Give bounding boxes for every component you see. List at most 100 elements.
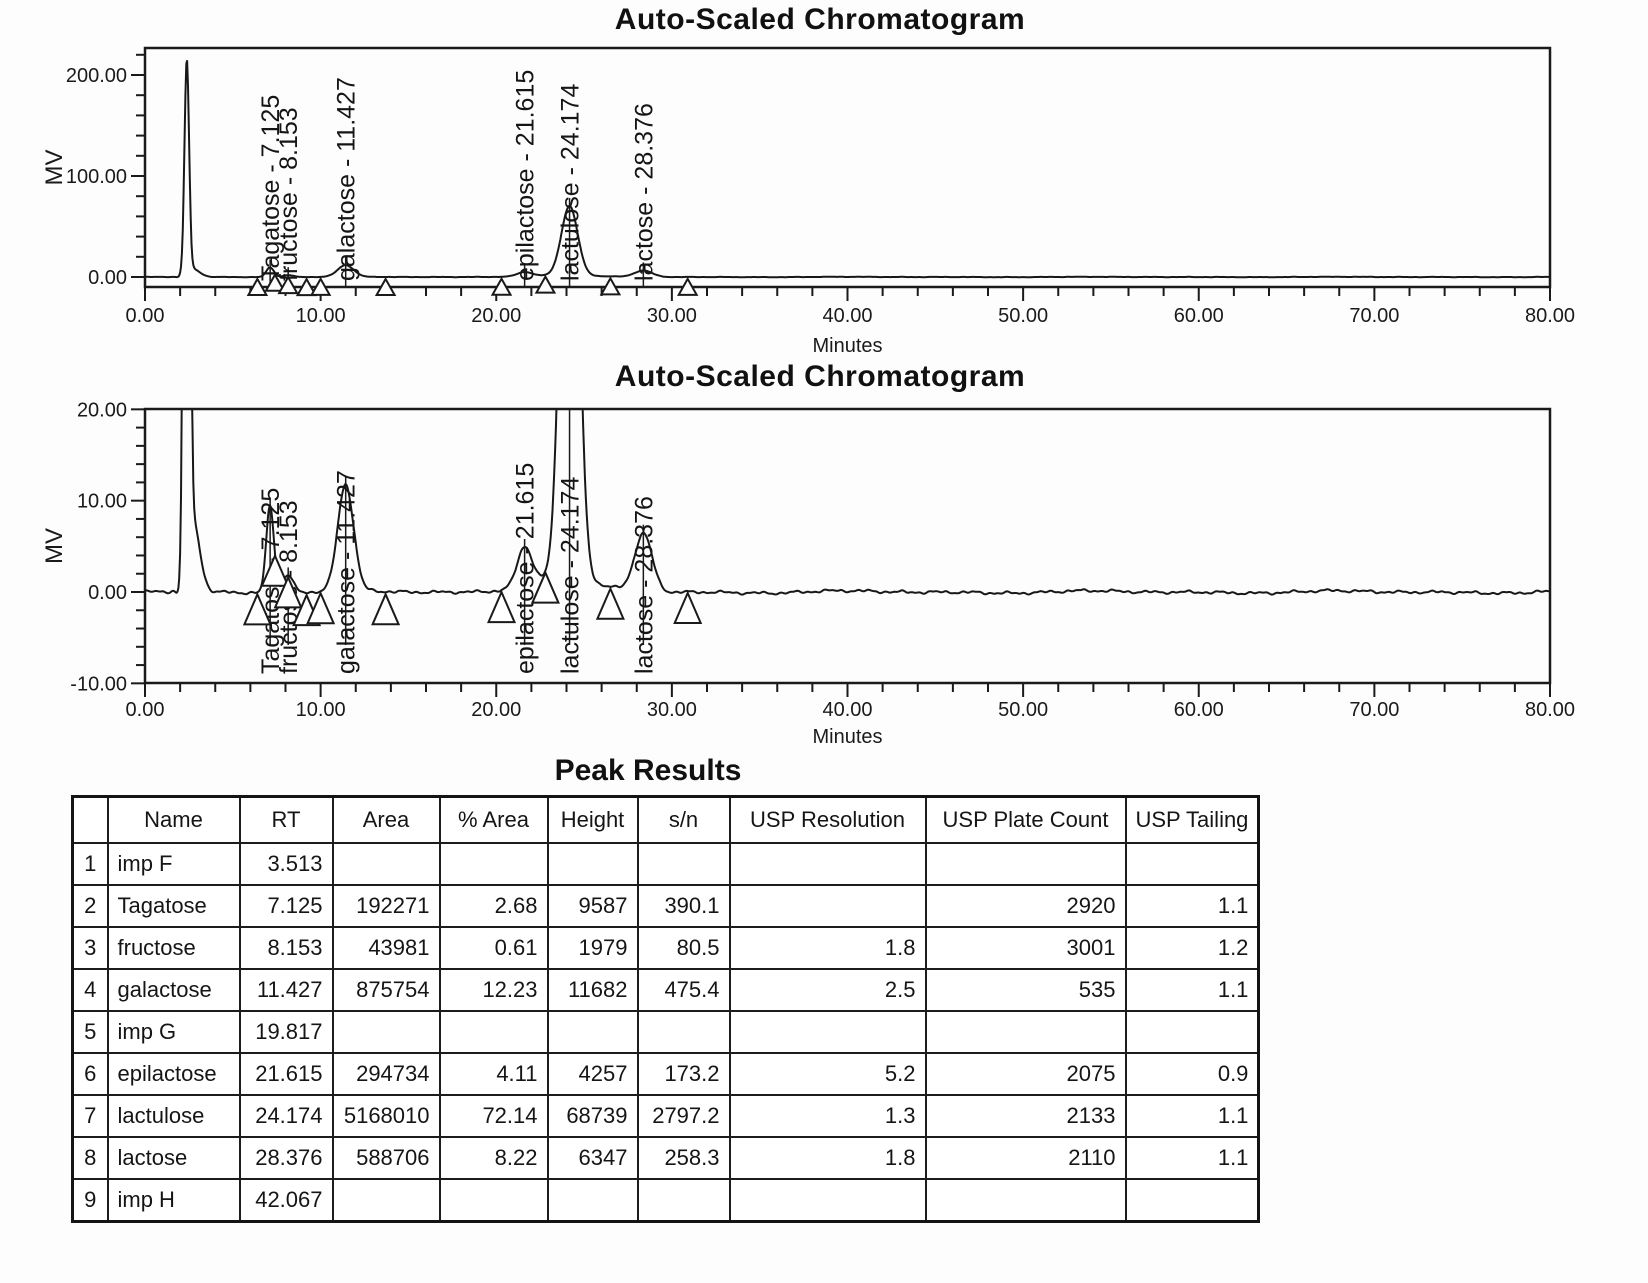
peak-number-cell: 3 [71, 926, 109, 970]
table-row: 2 Tagatose 7.125 192271 2.68 9587 390.1 2920 1.1 [71, 884, 1260, 928]
x-tick-label: 50.00 [998, 305, 1048, 327]
table-row: 4 galactose 11.427 875754 12.23 11682 475.4 2.5… [71, 968, 1260, 1012]
peak-value-cell [438, 1010, 549, 1054]
peak-value-cell [728, 1178, 927, 1223]
y-tick-label: 0.00 [88, 267, 127, 289]
integration-mark-triangle [273, 574, 303, 609]
peak-value-cell: 5168010 [331, 1094, 441, 1138]
peak-number-cell: 7 [71, 1094, 109, 1138]
peak-value-cell: 5.2 [728, 1052, 927, 1096]
peak-number-cell: 1 [71, 842, 109, 886]
peak-value-cell [924, 1178, 1127, 1223]
peak-label-lactulose: lactulose - 24.174 [557, 84, 585, 281]
peak-value-cell: 8.153 [238, 926, 334, 970]
peak-value-cell: 28.376 [238, 1136, 334, 1180]
peak-label-galactose: galactose - 11.427 [333, 77, 361, 281]
peak-value-cell [438, 1178, 549, 1223]
y-axis-title: MV [41, 528, 68, 564]
x-tick-label: 70.00 [1349, 305, 1399, 327]
peak-value-cell: 1979 [546, 926, 639, 970]
peak-value-cell: 42.067 [238, 1178, 334, 1223]
integration-mark-triangle [676, 276, 699, 296]
table-row: 5 imp G 19.817 [71, 1010, 1260, 1054]
chart2-title: Auto-Scaled Chromatogram [614, 360, 1026, 393]
x-tick-label: 80.00 [1525, 305, 1575, 327]
y-tick-label: 20.00 [77, 399, 127, 421]
chromatogram-trace [146, 60, 1549, 279]
peak-value-cell [1124, 1178, 1260, 1223]
peak-number-cell: 9 [71, 1178, 109, 1223]
peak-value-cell: 173.2 [636, 1052, 731, 1096]
peak-value-cell [331, 1178, 441, 1223]
peak-name-cell: lactose [106, 1136, 241, 1180]
peak-value-cell: 1.8 [728, 1136, 927, 1180]
peak-value-cell: 588706 [331, 1136, 441, 1180]
peak-value-cell: 2.5 [728, 968, 927, 1012]
peak-value-cell [546, 1010, 639, 1054]
peak-value-cell: 2133 [924, 1094, 1127, 1138]
peak-value-cell: 4257 [546, 1052, 639, 1096]
peak-value-cell: 294734 [331, 1052, 441, 1096]
chart1-title: Auto-Scaled Chromatogram [614, 3, 1026, 36]
peak-value-cell: 2.68 [438, 884, 549, 928]
peak-value-cell: 1.8 [728, 926, 927, 970]
peak-value-cell: 2075 [924, 1052, 1127, 1096]
peak-name-cell: lactulose [106, 1094, 241, 1138]
peak-number-cell: 2 [71, 884, 109, 928]
peak-number-cell: 5 [71, 1010, 109, 1054]
x-tick-label: 0.00 [126, 305, 165, 327]
peak-value-cell: 7.125 [238, 884, 334, 928]
y-tick-label: 0.00 [88, 582, 127, 604]
column-header-usp-plate-count: USP Plate Count [924, 795, 1127, 844]
x-tick-label: 40.00 [822, 305, 872, 327]
chromatogram-trace [146, 410, 1549, 596]
x-axis-title: Minutes [812, 726, 882, 748]
table-row: 7 lactulose 24.174 5168010 72.14 68739 2797.2 1… [71, 1094, 1260, 1138]
peak-value-cell: 11.427 [238, 968, 334, 1012]
peak-label-lactulose: lactulose - 24.174 [557, 477, 585, 674]
column-header-rt: RT [238, 795, 334, 844]
integration-mark-triangle [374, 276, 397, 297]
chart-1: 0.00 100.00 200.00 0.00 10.00 20.00 30.00 40.00… [41, 46, 1575, 357]
peak-value-cell: 192271 [331, 884, 441, 928]
x-axis-title: Minutes [812, 335, 882, 357]
column-header-name: Name [106, 795, 241, 844]
peak-value-cell: 390.1 [636, 884, 731, 928]
x-tick-label: 0.00 [126, 699, 165, 721]
x-tick-label: 70.00 [1349, 699, 1399, 721]
peak-value-cell [438, 842, 549, 886]
column-header-s-n: s/n [636, 795, 731, 844]
peak-value-cell: 2110 [924, 1136, 1127, 1180]
integration-mark-triangle [242, 591, 272, 626]
x-tick-label: 10.00 [296, 305, 346, 327]
peak-value-cell [636, 1010, 731, 1054]
table-row: 6 epilactose 21.615 294734 4.11 4257 173.2 5.2 2… [71, 1052, 1260, 1096]
peak-label-epilactose: epilactose - 21.615 [512, 463, 540, 674]
integration-mark-triangle [260, 553, 290, 587]
peak-value-cell: 3.513 [238, 842, 334, 886]
y-tick-label: 100.00 [66, 166, 127, 188]
column-header-usp-tailing: USP Tailing [1124, 795, 1260, 844]
table-header: Name RT Area% Area Height s/n USP Resolution U… [71, 795, 1260, 844]
integration-mark-triangle [277, 275, 299, 295]
peak-label-Tagatose: Tagatose - 7.125 [257, 95, 285, 281]
peak-value-cell: 21.615 [238, 1052, 334, 1096]
peak-value-cell: 2920 [924, 884, 1127, 928]
integration-mark-triangle [264, 272, 286, 292]
integration-mark-triangle [246, 276, 269, 297]
integration-mark-triangle [309, 276, 332, 296]
peak-label-lactose: lactose - 28.376 [630, 103, 658, 281]
peak-value-cell: 8.22 [438, 1136, 549, 1180]
column-header-area: Area [331, 795, 441, 844]
integration-mark-triangle [530, 570, 560, 604]
integration-mark-triangle [595, 586, 625, 620]
peak-number-cell: 8 [71, 1136, 109, 1180]
peak-value-cell [636, 1178, 731, 1223]
peak-value-cell: 875754 [331, 968, 441, 1012]
peak-label-galactose: galactose - 11.427 [333, 470, 361, 674]
integration-mark-triangle [490, 276, 513, 296]
peak-value-cell [924, 842, 1127, 886]
x-tick-label: 50.00 [998, 699, 1048, 721]
x-tick-label: 20.00 [471, 305, 521, 327]
